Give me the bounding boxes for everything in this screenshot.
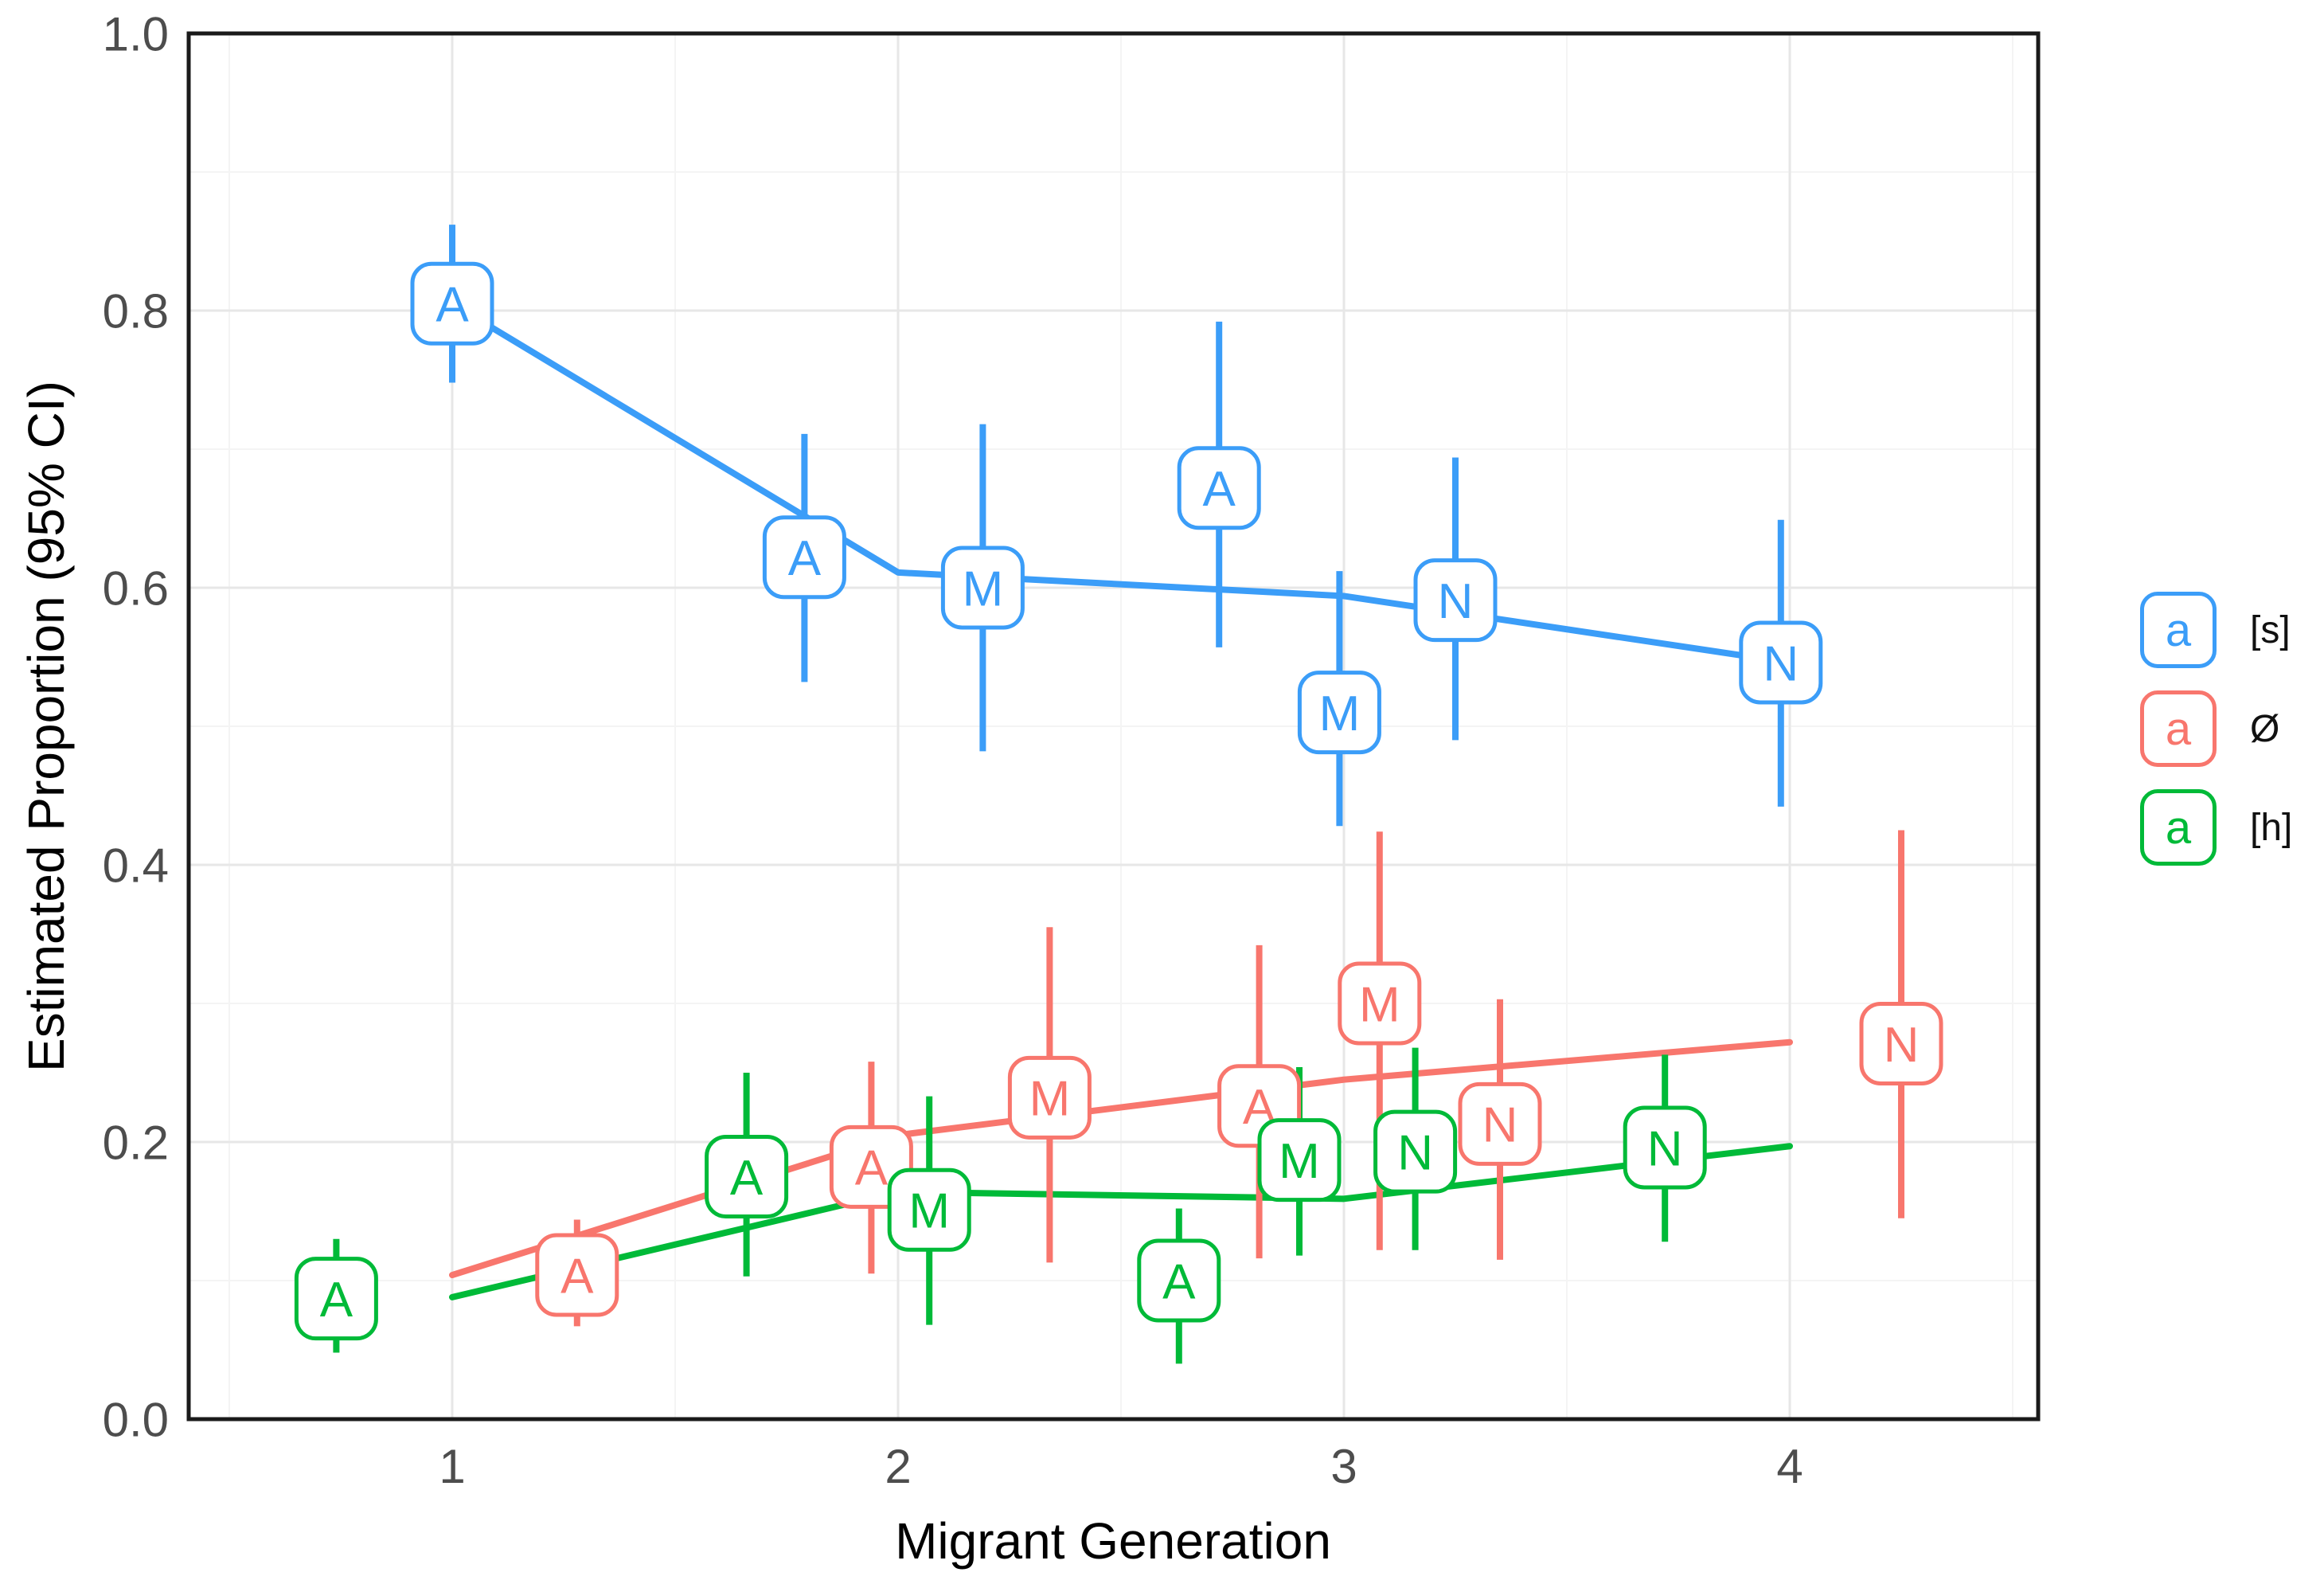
x-axis-title: Migrant Generation — [895, 1512, 1331, 1570]
point-label-box — [410, 261, 494, 346]
point-label-text: A — [1203, 462, 1236, 517]
legend-key-box-null: a — [2140, 690, 2217, 767]
y-tick-label: 0.6 — [103, 562, 169, 616]
point-label-text: N — [1884, 1018, 1920, 1073]
point-label-text: M — [908, 1184, 950, 1239]
x-tick-label: 4 — [1776, 1440, 1803, 1493]
legend-key-box-h: a — [2140, 789, 2217, 866]
point-label-text: N — [1397, 1126, 1433, 1181]
x-tick-label: 2 — [885, 1440, 911, 1493]
point-label-text: A — [788, 531, 822, 586]
point-label-box — [940, 546, 1025, 630]
legend-key-box-s: a — [2140, 592, 2217, 668]
point-label-text: A — [560, 1249, 594, 1304]
point-label-box — [705, 1135, 789, 1218]
point-label-box — [535, 1233, 619, 1317]
point-label-text: N — [1438, 574, 1474, 629]
point-label-box — [294, 1257, 378, 1341]
point-label-box — [1257, 1118, 1342, 1203]
point-label-text: M — [1319, 686, 1361, 741]
point-label-text: M — [1279, 1134, 1320, 1189]
legend-label-null: Ø — [2250, 707, 2280, 750]
trend-line — [449, 1143, 1793, 1300]
trend-line — [449, 300, 1793, 666]
point-label-box — [1177, 446, 1261, 530]
point-label-box — [1859, 1001, 1943, 1085]
point-label-text: A — [855, 1141, 889, 1196]
panel-border — [186, 31, 2041, 1422]
trend-line — [449, 1038, 1793, 1279]
point-label-box — [1739, 620, 1823, 705]
point-label-box — [1338, 961, 1422, 1046]
point-label-text: A — [320, 1273, 353, 1328]
point-label-box — [1413, 558, 1498, 643]
point-label-text: N — [1647, 1121, 1683, 1176]
point-label-box — [762, 515, 846, 600]
point-label-box — [887, 1167, 971, 1252]
point-label-text: N — [1763, 636, 1799, 691]
x-tick-label: 3 — [1330, 1440, 1357, 1493]
point-label-text: M — [1029, 1072, 1071, 1127]
point-label-text: A — [730, 1151, 764, 1206]
y-tick-label: 0.4 — [103, 839, 169, 893]
legend-label-h: [h] — [2250, 806, 2293, 849]
y-tick-label: 0.0 — [103, 1394, 169, 1447]
point-label-box — [1458, 1081, 1542, 1166]
point-label-box — [1623, 1105, 1707, 1190]
point-label-text: A — [1162, 1254, 1196, 1309]
y-tick-label: 0.8 — [103, 285, 169, 338]
point-label-box — [1137, 1238, 1221, 1323]
legend-item-h: a [h] — [2140, 789, 2292, 866]
legend: a [s] a Ø a [h] — [2140, 592, 2292, 866]
point-label-box — [1373, 1109, 1458, 1194]
legend-label-s: [s] — [2250, 608, 2291, 651]
point-label-text: M — [963, 561, 1004, 616]
y-tick-label: 0.2 — [103, 1117, 169, 1170]
legend-item-null: a Ø — [2140, 690, 2292, 767]
point-label-text: N — [1482, 1098, 1518, 1153]
legend-item-s: a [s] — [2140, 592, 2292, 668]
point-label-text: A — [436, 278, 469, 333]
point-label-box — [1007, 1055, 1092, 1140]
point-label-text: M — [1359, 977, 1400, 1032]
point-label-box — [1297, 671, 1381, 755]
y-tick-label: 1.0 — [103, 8, 169, 61]
x-tick-label: 1 — [439, 1440, 465, 1493]
y-axis-title: Estimated Proportion (95% CI) — [18, 381, 75, 1072]
